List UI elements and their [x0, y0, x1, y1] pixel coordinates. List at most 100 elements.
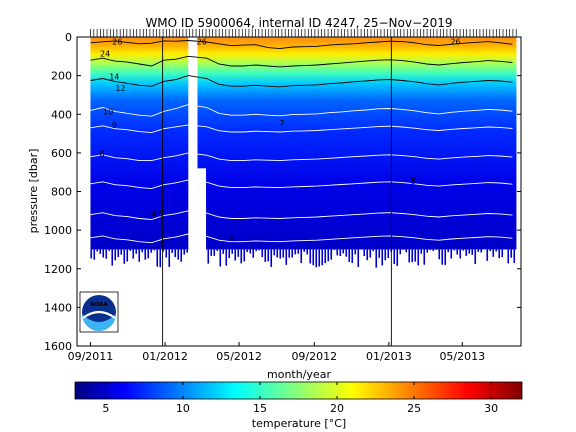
- profile-bottom-spike: [231, 249, 234, 254]
- isotherm-20: [90, 55, 513, 68]
- profile-bottom-spike: [345, 249, 348, 257]
- profile-bottom-spike: [507, 249, 510, 264]
- x-tick-label: 01/2013: [366, 350, 412, 363]
- profile-bottom-spike: [495, 249, 498, 252]
- profile-bottom-spike: [294, 249, 297, 255]
- profile-bottom-spike: [438, 249, 441, 260]
- profile-bottom-spike: [369, 249, 372, 258]
- profile-bottom-spike: [351, 249, 354, 263]
- x-tick-label: 01/2012: [142, 350, 188, 363]
- isotherm-label: 4: [230, 235, 235, 244]
- profile-bottom-spike: [180, 249, 183, 262]
- colorbar: 5 10 15 20 25 30 temperature [°C]: [74, 381, 523, 430]
- isotherm-contours: [90, 40, 513, 244]
- isotherm-label: 9: [112, 121, 117, 130]
- profile-bottom-spike: [123, 249, 126, 264]
- profile-bottom-spike: [207, 249, 210, 264]
- profile-bottom-spike: [171, 249, 174, 253]
- profile-bottom-spike: [264, 249, 267, 262]
- profile-bottom-spike: [465, 249, 468, 256]
- isotherm-label: 4.5: [151, 210, 164, 219]
- isotherm-label: 10: [103, 107, 113, 116]
- profile-bottom-spike: [474, 249, 477, 264]
- profile-bottom-spike: [315, 249, 318, 268]
- profile-bottom-spike: [129, 249, 132, 251]
- colorbar-tick-label: 5: [102, 402, 109, 415]
- profile-bottom-spike: [330, 249, 333, 260]
- isotherm-label: 12: [115, 84, 125, 93]
- x-tick-label: 09/2012: [291, 350, 337, 363]
- x-axis: 09/2011 01/2012 05/2012 09/2012 01/2013 05/20…: [68, 342, 485, 363]
- profile-bottom-spike: [423, 249, 426, 265]
- profile-bottom-spike: [417, 249, 420, 266]
- profile-bottom-spike: [456, 249, 459, 255]
- profile-bottom-spike: [249, 249, 252, 254]
- profile-bottom-spike: [501, 249, 504, 258]
- profile-bottom-spike: [222, 249, 225, 254]
- y-tick-label: 1400: [44, 301, 72, 314]
- profile-bottom-spike: [414, 249, 417, 262]
- temperature-field: [90, 37, 517, 346]
- profile-bottom-spike: [126, 249, 129, 262]
- y-tick-label: 200: [51, 70, 72, 83]
- profile-bottom-spike: [291, 249, 294, 258]
- profile-bottom-spike: [348, 249, 351, 263]
- y-tick-label: 0: [65, 31, 72, 44]
- profile-bottom-spike: [141, 249, 144, 253]
- isotherm-14: [90, 75, 513, 88]
- profile-bottom-spike: [99, 249, 102, 254]
- profile-bottom-spike: [375, 249, 378, 268]
- isotherm-label: 26: [112, 38, 122, 47]
- profile-bottom-spike: [132, 249, 135, 259]
- profile-bottom-spike: [399, 249, 402, 255]
- profile-bottom-spike: [162, 249, 165, 252]
- profile-bottom-spike: [261, 249, 264, 258]
- profile-bottom-spike: [216, 249, 219, 251]
- profile-bottom-spike: [267, 249, 270, 262]
- profile-bottom-spike: [387, 249, 390, 259]
- profile-bottom-spike: [327, 249, 330, 262]
- isotherm-label: 14: [109, 72, 119, 81]
- profile-bottom-spike: [462, 249, 465, 251]
- profile-tick-marks: [90, 29, 517, 37]
- isotherm-26: [90, 40, 513, 50]
- profile-bottom-spike: [426, 249, 429, 253]
- y-tick-label: 600: [51, 147, 72, 160]
- profile-bottom-spike: [297, 249, 300, 254]
- profile-bottom-spike: [354, 249, 357, 255]
- profile-bottom-spike: [480, 249, 483, 253]
- profile-bottom-spike: [234, 249, 237, 261]
- profile-bottom-spike: [342, 249, 345, 254]
- profile-bottom-spike: [300, 249, 303, 264]
- profile-bottom-spike: [405, 249, 408, 253]
- profile-bottom-spike: [357, 249, 360, 267]
- profile-bottom-spike: [393, 249, 396, 264]
- y-tick-label: 1600: [44, 340, 72, 353]
- isotherm-5: [90, 179, 513, 190]
- colorbar-tick-label: 20: [330, 402, 344, 415]
- profile-bottom-spike: [273, 249, 276, 256]
- colorbar-gradient: [74, 381, 523, 400]
- profile-bottom-spike: [447, 249, 450, 253]
- y-axis: 0 200 400 600 800 1000 1200 1400 1600: [44, 31, 521, 353]
- colorbar-tick-label: 15: [253, 402, 267, 415]
- profile-bottom-spike: [276, 249, 279, 258]
- profile-bottom-spike: [285, 249, 288, 265]
- profile-bottom-spike: [255, 249, 258, 252]
- profile-bottom-spike: [150, 249, 153, 253]
- profile-bottom-spike: [366, 249, 369, 261]
- profile-bottom-spike: [336, 249, 339, 256]
- profile-bottom-spike: [408, 249, 411, 263]
- isotherm-label: 7: [279, 119, 284, 128]
- profile-bottom-spike: [486, 249, 489, 261]
- profile-bottom-spike: [147, 249, 150, 259]
- x-tick-label: 05/2013: [439, 350, 485, 363]
- profile-bottom-spike: [219, 249, 222, 267]
- profile-bottom-spike: [108, 249, 111, 251]
- profile-bottom-spike: [492, 249, 495, 257]
- x-axis-label: month/year: [267, 368, 331, 381]
- profile-bottom-spike: [453, 249, 456, 251]
- profile-bottom-spike: [324, 249, 327, 264]
- data-gap-1: [188, 37, 198, 346]
